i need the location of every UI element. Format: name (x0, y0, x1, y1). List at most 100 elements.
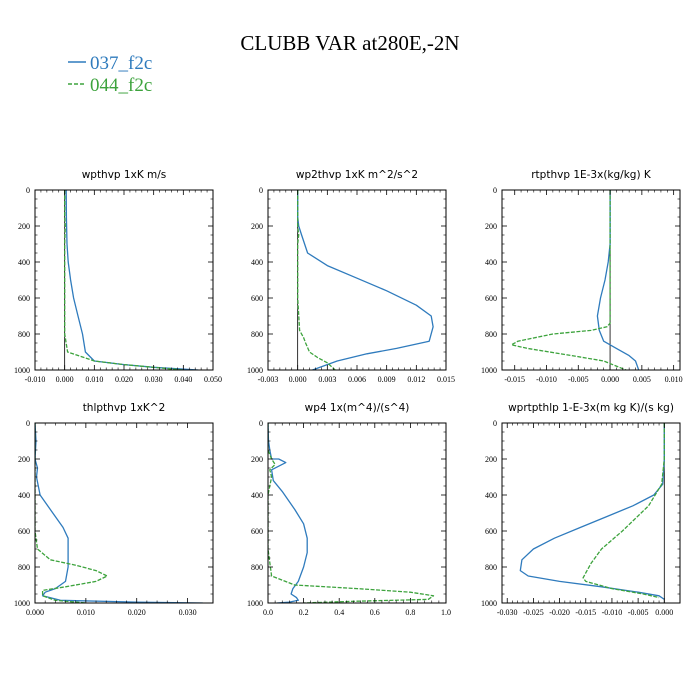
x-tick-label: 0.050 (204, 375, 222, 384)
x-tick-label: -0.005 (568, 375, 589, 384)
x-tick-label: 0.000 (26, 608, 44, 617)
x-tick-label: 0.010 (77, 608, 95, 617)
x-tick-label: 0.000 (289, 375, 307, 384)
series-line-044_f2c (268, 423, 435, 603)
y-tick-label: 400 (18, 258, 30, 267)
y-tick-label: 0 (259, 419, 263, 428)
y-tick-label: 1000 (481, 599, 497, 608)
panel-3: rtpthvp 1E-3x(kg/kg) K02004006008001000-… (481, 169, 683, 384)
y-tick-label: 800 (18, 330, 30, 339)
panel-2: wp2thvp 1xK m^2/s^2 0 200 400 600 800 1000-0.0… (247, 169, 455, 384)
x-tick-label: -0.010 (25, 375, 46, 384)
x-tick-label: -0.005 (628, 608, 649, 617)
panel-title: wprtpthlp 1-E-3x(m kg K)/(s kg) (508, 402, 674, 414)
plot-frame (267, 422, 447, 604)
y-tick-label: 200 (485, 455, 497, 464)
panel-title: thlpthvp 1xK^2 (83, 402, 166, 414)
x-tick-label: 0.030 (145, 375, 163, 384)
series-line-037_f2c (268, 423, 308, 603)
y-tick-label: 1000 (14, 366, 30, 375)
x-tick-label: 0.005 (633, 375, 651, 384)
x-tick-label: 0.8 (405, 608, 415, 617)
y-tick-label: 1000 (247, 366, 263, 375)
panel-title: rtpthvp 1E-3x(kg/kg) K (531, 169, 652, 181)
series-line-044_f2c (64, 190, 184, 370)
y-tick-label: 600 (485, 294, 497, 303)
x-tick-label: -0.010 (536, 375, 557, 384)
x-tick-label: 0.2 (299, 608, 309, 617)
x-tick-label: 0.4 (334, 608, 344, 617)
x-tick-label: 1.0 (441, 608, 451, 617)
y-tick-label: 1000 (481, 366, 497, 375)
y-tick-label: 800 (251, 563, 263, 572)
plot-frame (501, 189, 681, 371)
y-tick-label: 1000 (247, 599, 263, 608)
legend: 037_f2c 044_f2c (68, 53, 152, 96)
x-tick-label: 0.000 (655, 608, 673, 617)
x-tick-label: 0.003 (318, 375, 336, 384)
y-tick-label: 600 (485, 527, 497, 536)
y-tick-label: 400 (485, 258, 497, 267)
y-tick-label: 600 (251, 294, 263, 303)
x-tick-label: 0.020 (128, 608, 146, 617)
x-tick-label: 0.010 (85, 375, 103, 384)
x-tick-label: -0.010 (602, 608, 623, 617)
x-tick-label: -0.015 (575, 608, 596, 617)
x-tick-label: -0.015 (504, 375, 525, 384)
y-tick-label: 600 (18, 527, 30, 536)
x-tick-label: 0.006 (348, 375, 366, 384)
y-tick-label: 400 (251, 258, 263, 267)
x-tick-label: 0.020 (115, 375, 133, 384)
panel-title: wp2thvp 1xK m^2/s^2 (296, 169, 418, 181)
x-tick-label: 0.6 (370, 608, 380, 617)
y-tick-label: 0 (259, 186, 263, 195)
x-tick-label: 0.012 (407, 375, 425, 384)
y-tick-label: 200 (18, 455, 30, 464)
y-tick-label: 400 (485, 491, 497, 500)
y-tick-label: 400 (18, 491, 30, 500)
x-tick-label: -0.003 (258, 375, 279, 384)
panel-title: wp4 1x(m^4)/(s^4) (305, 402, 410, 414)
y-tick-label: 600 (18, 294, 30, 303)
y-tick-label: 200 (251, 222, 263, 231)
panel-title: wpthvp 1xK m/s (82, 169, 167, 181)
x-tick-label: 0.030 (179, 608, 197, 617)
y-tick-label: 0 (26, 186, 30, 195)
x-tick-label: -0.030 (497, 608, 518, 617)
y-tick-label: 800 (485, 563, 497, 572)
series-line-037_f2c (35, 423, 203, 603)
x-tick-label: 0.015 (437, 375, 455, 384)
series-line-037_f2c (65, 190, 199, 370)
y-tick-label: 200 (485, 222, 497, 231)
x-tick-label: -0.025 (523, 608, 544, 617)
series-line-044_f2c (35, 423, 108, 603)
x-tick-label: 0.000 (601, 375, 619, 384)
series-line-037_f2c (596, 190, 640, 370)
x-tick-label: 0.000 (56, 375, 74, 384)
y-tick-label: 200 (18, 222, 30, 231)
y-tick-label: 800 (18, 563, 30, 572)
figure-title: CLUBB VAR at280E,-2N (240, 31, 459, 55)
series-line-044_f2c (582, 423, 665, 599)
legend-label-037: 037_f2c (90, 53, 152, 74)
y-tick-label: 800 (251, 330, 263, 339)
legend-label-044: 044_f2c (90, 75, 152, 96)
series-line-037_f2c (297, 190, 434, 370)
y-tick-label: 0 (26, 419, 30, 428)
x-tick-label: 0.010 (665, 375, 683, 384)
panel-1: wpthvp 1xK m/s 0 200 400 600 800 1000-0.010 0.0… (14, 169, 222, 384)
y-tick-label: 800 (485, 330, 497, 339)
plot-frame (34, 189, 214, 371)
y-tick-label: 200 (251, 455, 263, 464)
x-tick-label: 0.040 (174, 375, 192, 384)
y-tick-label: 0 (493, 419, 497, 428)
series-line-044_f2c (510, 190, 627, 370)
y-tick-label: 0 (493, 186, 497, 195)
y-tick-label: 400 (251, 491, 263, 500)
plot-frame (34, 422, 214, 604)
x-tick-label: 0.0 (263, 608, 273, 617)
